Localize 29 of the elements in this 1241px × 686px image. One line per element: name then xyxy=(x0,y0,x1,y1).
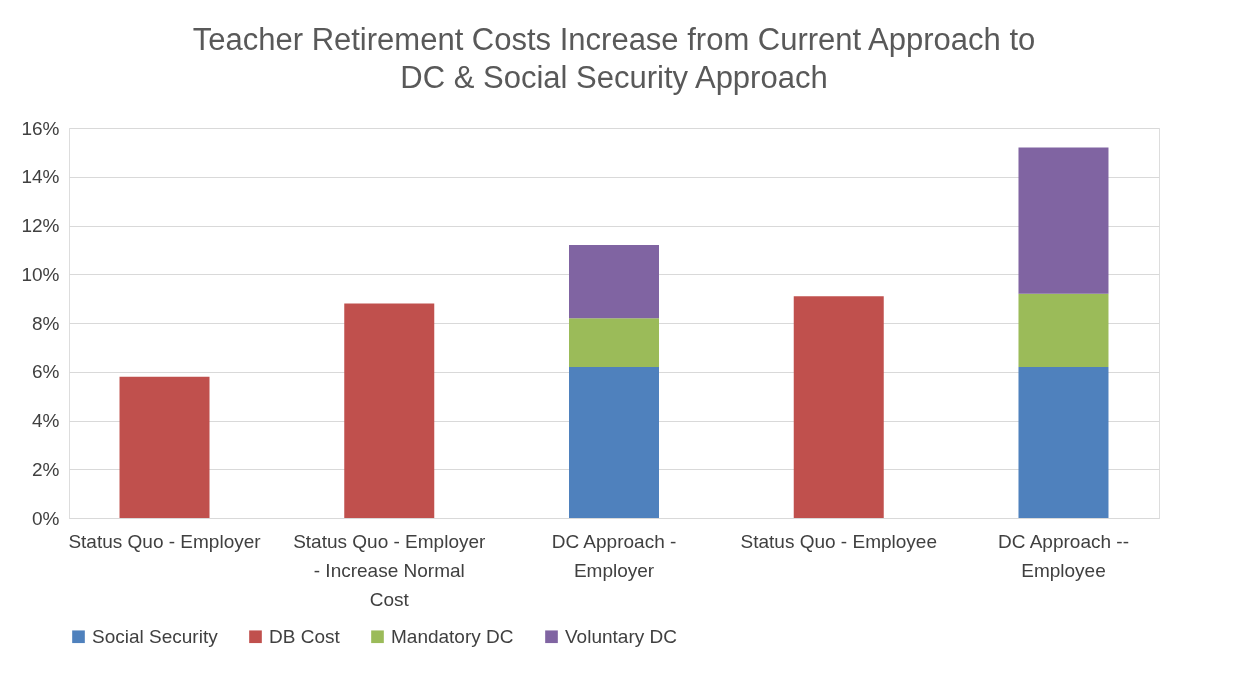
x-tick-label: Status Quo - Employer - Increase Normal Cost xyxy=(293,530,487,610)
y-tick-label: 14% xyxy=(21,166,60,188)
legend-label: Voluntary DC xyxy=(565,625,677,647)
y-tick-label: 0% xyxy=(32,507,60,529)
text: DC & Social Security Approach xyxy=(400,60,828,95)
text: Teacher Retirement Costs Increase from Current Approach to xyxy=(192,22,1036,57)
y-tick-label: 10% xyxy=(21,263,60,285)
bar xyxy=(1018,366,1109,518)
legend-label: Mandatory DC xyxy=(391,625,514,647)
x-tick-label: DC Approach -- Employee xyxy=(998,530,1129,581)
x-tick-label: Status Quo - Employer xyxy=(68,530,262,552)
bar xyxy=(344,303,435,518)
bar xyxy=(793,296,884,518)
legend-label: Social Security xyxy=(92,625,219,647)
y-tick-label: 4% xyxy=(32,410,60,431)
y-tick-label: 2% xyxy=(32,458,60,480)
y-tick-label: 12% xyxy=(21,215,60,236)
bar xyxy=(569,318,659,367)
bar xyxy=(569,366,659,518)
bar xyxy=(119,376,210,518)
x-tick-label: Status Quo - Employee xyxy=(740,530,937,552)
x-tick-label: DC Approach - Employer xyxy=(551,530,677,581)
y-tick-label: 6% xyxy=(32,361,60,383)
y-tick-label: 8% xyxy=(32,312,60,334)
bar xyxy=(569,245,659,319)
y-tick-label: 16% xyxy=(21,117,60,139)
legend-label: DB Cost xyxy=(269,625,341,647)
bar xyxy=(1018,293,1109,367)
bar xyxy=(1018,147,1109,294)
